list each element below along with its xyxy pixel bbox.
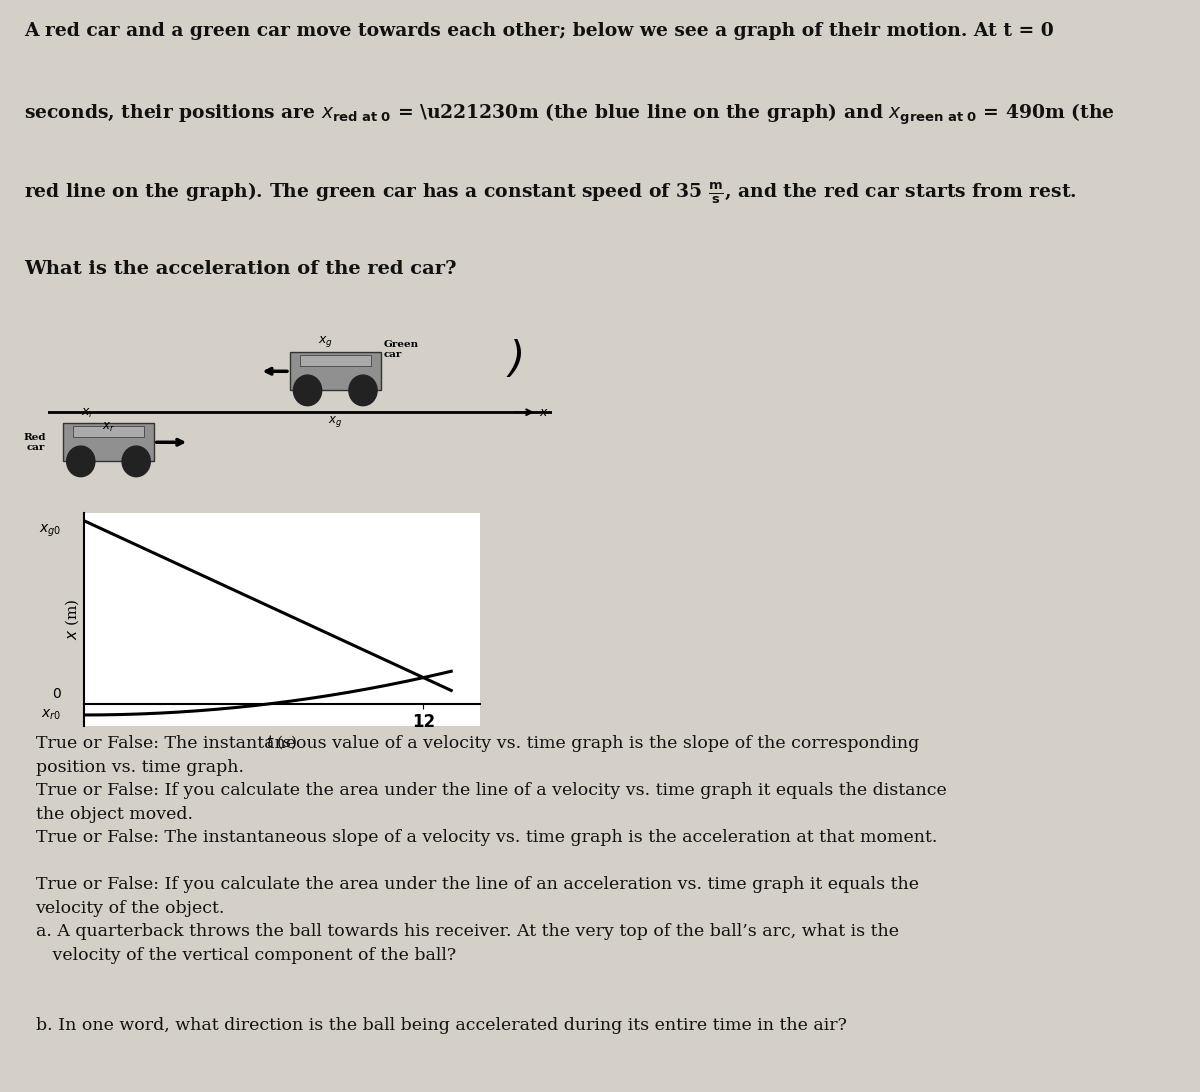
Text: $x_{g0}$: $x_{g0}$ [40, 523, 61, 538]
X-axis label: $t$ (s): $t$ (s) [266, 733, 298, 750]
Text: red line on the graph). The green car has a constant speed of 35 $\frac{\mathbf{: red line on the graph). The green car ha… [24, 181, 1076, 206]
Polygon shape [300, 355, 371, 366]
Polygon shape [64, 423, 154, 461]
Polygon shape [73, 426, 144, 437]
Y-axis label: $x$ (m): $x$ (m) [64, 600, 82, 640]
Text: x: x [540, 406, 547, 418]
Circle shape [294, 376, 322, 406]
Text: What is the acceleration of the red car?: What is the acceleration of the red car? [24, 260, 456, 278]
Text: A red car and a green car move towards each other; below we see a graph of their: A red car and a green car move towards e… [24, 22, 1054, 39]
Circle shape [349, 376, 377, 406]
Text: True or False: The instantaneous value of a velocity vs. time graph is the slope: True or False: The instantaneous value o… [36, 735, 947, 1034]
Text: Green
car: Green car [383, 340, 419, 359]
Polygon shape [290, 353, 380, 391]
Circle shape [67, 446, 95, 476]
Text: $x_{r0}$: $x_{r0}$ [41, 708, 61, 722]
Text: $x_r$: $x_r$ [102, 420, 115, 434]
Text: $x_g$: $x_g$ [328, 414, 342, 429]
Text: $x_g$: $x_g$ [318, 334, 332, 349]
Text: seconds, their positions are $x_{\mathbf{red\ at\ 0}}$ = \u221230m (the blue lin: seconds, their positions are $x_{\mathbf… [24, 102, 1115, 127]
Text: $x_r$: $x_r$ [82, 407, 95, 420]
Text: ): ) [509, 340, 524, 381]
Text: Red
car: Red car [23, 432, 46, 452]
Circle shape [122, 446, 150, 476]
Text: 0: 0 [53, 687, 61, 701]
